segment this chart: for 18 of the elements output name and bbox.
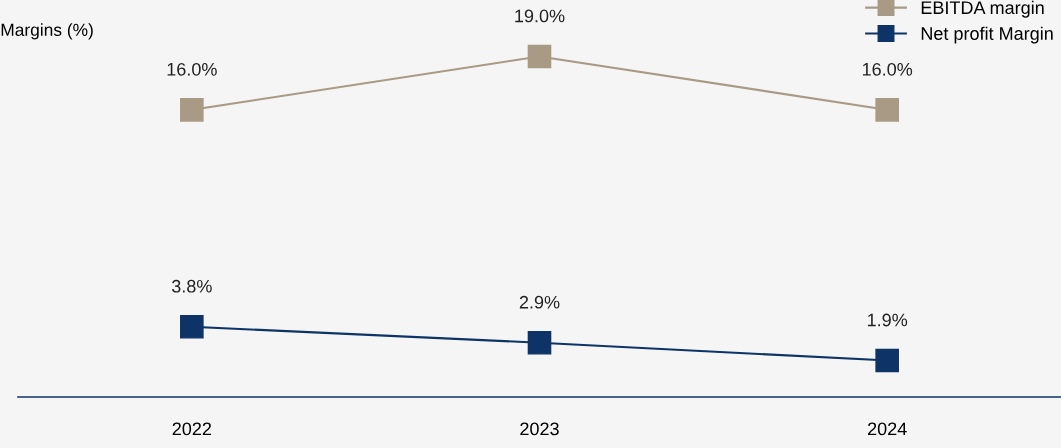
data-label: 3.8% (171, 279, 212, 293)
data-label: 16.0% (167, 62, 217, 76)
x-tick-label: 2023 (520, 422, 559, 436)
data-label: 2.9% (519, 295, 560, 309)
x-tick-label: 2022 (172, 422, 212, 436)
legend-label: EBITDA margin (921, 0, 1044, 18)
point (180, 98, 204, 122)
point (527, 330, 552, 355)
legend-label: Net profit Margin (921, 26, 1053, 44)
y-axis-title: Margins (%) (1, 23, 93, 40)
point (875, 348, 899, 373)
point (180, 314, 204, 339)
data-label: 1.9% (867, 313, 908, 327)
data-label: 19.0% (515, 9, 565, 23)
x-tick-label: 2024 (867, 422, 907, 436)
point (875, 98, 899, 122)
point (527, 44, 552, 69)
data-label: 16.0% (862, 62, 913, 76)
